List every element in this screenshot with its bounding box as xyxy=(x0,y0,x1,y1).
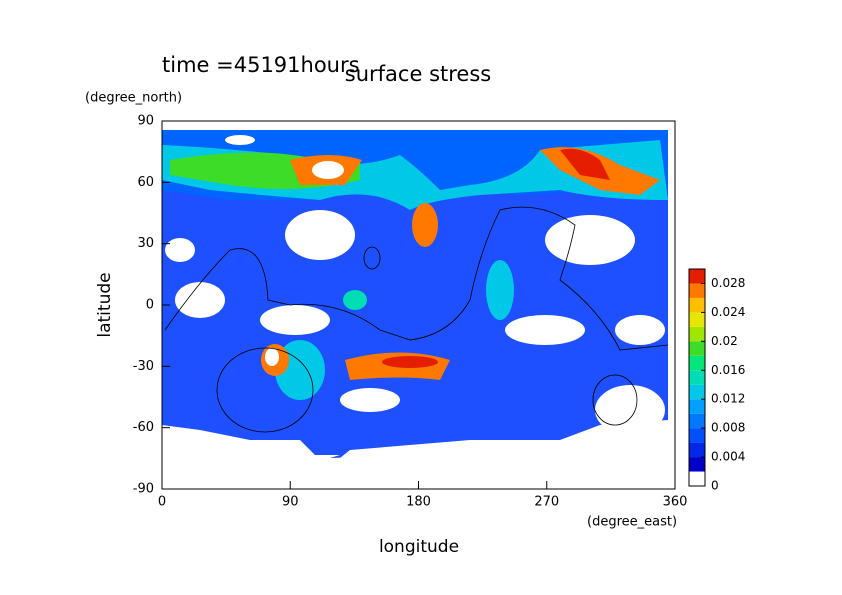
y-tick-label: -60 xyxy=(133,420,154,435)
x-tick-label: 90 xyxy=(282,495,299,510)
colorbar-band xyxy=(689,457,705,472)
colorbar-band xyxy=(689,384,705,400)
chart-title: surface stress xyxy=(345,62,491,86)
colorbar-tick-label: 0.02 xyxy=(711,334,738,348)
colorbar-band xyxy=(689,370,705,385)
colorbar-tick-label: 0.028 xyxy=(711,276,745,290)
colorbar-tick-label: 0.008 xyxy=(711,421,745,435)
colorbar-tick-label: 0.012 xyxy=(711,392,745,406)
colorbar-tick-label: 0 xyxy=(711,479,719,493)
colorbar-band xyxy=(689,341,705,356)
colorbar-band xyxy=(689,442,705,458)
y-tick-label: -90 xyxy=(133,482,154,497)
colorbar-band xyxy=(689,326,705,342)
colorbar-band xyxy=(689,471,705,486)
colorbar-band xyxy=(689,355,705,371)
colorbar-tick-label: 0.016 xyxy=(711,363,745,377)
x-tick-label: 0 xyxy=(158,495,166,510)
x-tick-label: 270 xyxy=(534,495,559,510)
colorbar-band xyxy=(689,297,705,313)
x-unit: (degree_east) xyxy=(587,515,677,530)
colorbar-frame xyxy=(688,268,706,487)
x-tick-label: 180 xyxy=(406,495,431,510)
colorbar-band xyxy=(689,269,705,284)
y-tick-label: 30 xyxy=(137,236,154,251)
x-axis-label: longitude xyxy=(379,537,459,557)
y-tick-label: 0 xyxy=(146,298,154,313)
colorbar-tick-label: 0.004 xyxy=(711,450,745,464)
colorbar-band xyxy=(689,283,705,298)
colorbar-tick-label: 0.024 xyxy=(711,305,745,319)
contour-field xyxy=(162,130,675,489)
y-unit: (degree_north) xyxy=(85,91,182,106)
colorbar-band xyxy=(689,399,705,414)
x-tick-label: 360 xyxy=(663,495,688,510)
colorbar-band xyxy=(689,428,705,443)
y-tick-label: -30 xyxy=(133,359,154,374)
colorbar-band xyxy=(689,312,705,327)
y-tick-label: 60 xyxy=(137,175,154,190)
colorbar-band xyxy=(689,413,705,429)
y-axis-label: latitude xyxy=(95,272,115,337)
y-tick-label: 90 xyxy=(137,114,154,129)
subtitle: time =45191hours xyxy=(162,53,360,77)
